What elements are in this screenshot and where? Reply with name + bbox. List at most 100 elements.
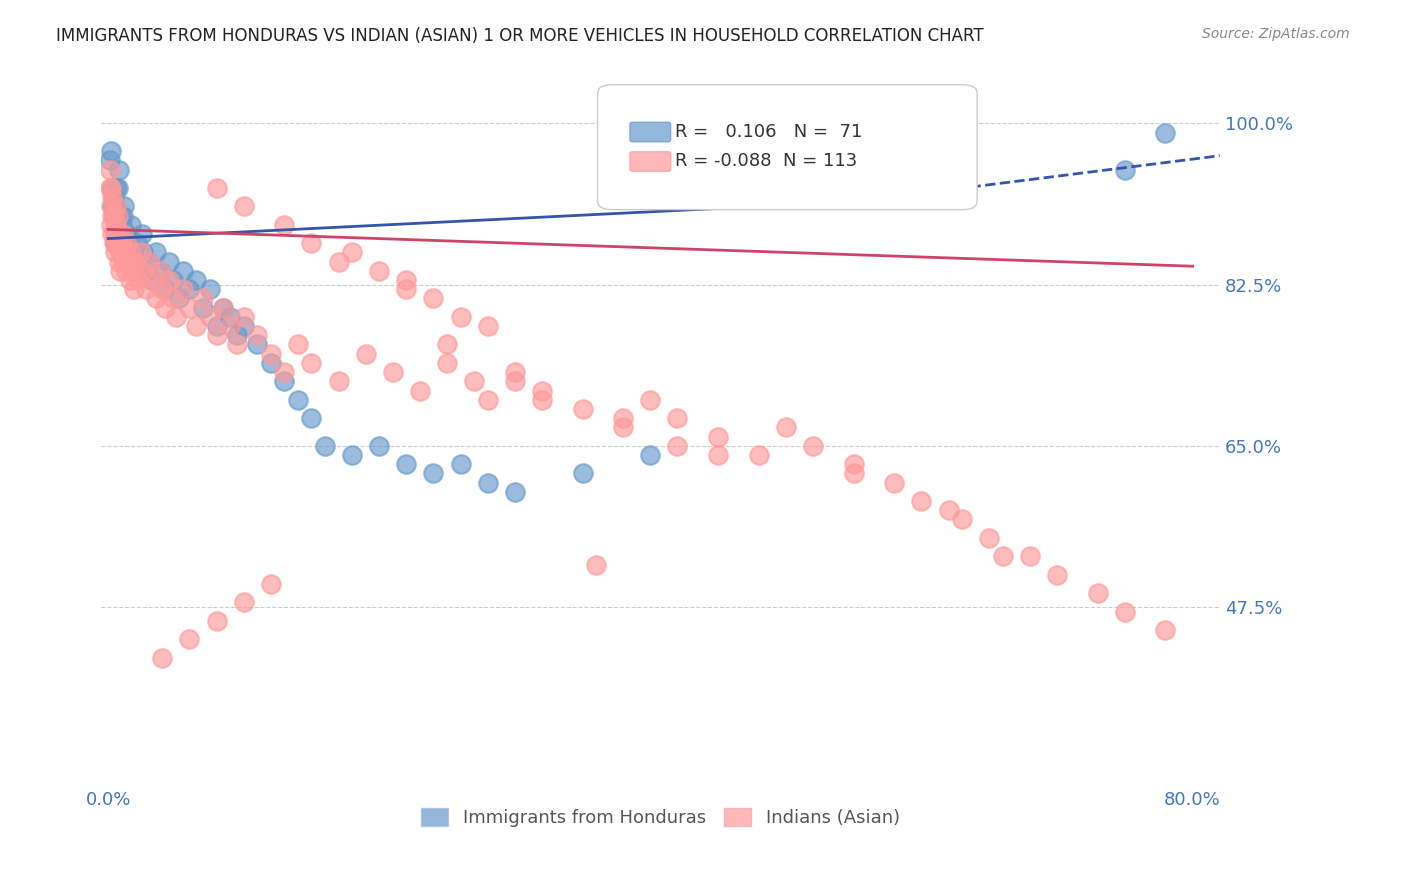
- Point: [111, 218, 134, 232]
- Point: [612, 420, 634, 434]
- Point: [115, 227, 138, 241]
- Point: [112, 227, 135, 241]
- Point: [98, 153, 121, 168]
- Point: [477, 319, 499, 334]
- Point: [98, 181, 121, 195]
- Point: [165, 310, 187, 324]
- Point: [450, 457, 472, 471]
- Point: [422, 292, 444, 306]
- Point: [104, 227, 127, 241]
- Point: [150, 282, 173, 296]
- Point: [105, 218, 128, 232]
- Point: [105, 181, 128, 195]
- Point: [118, 254, 141, 268]
- Point: [131, 227, 153, 241]
- Point: [104, 245, 127, 260]
- Point: [162, 292, 184, 306]
- Point: [301, 236, 323, 251]
- Point: [107, 209, 129, 223]
- Point: [950, 512, 973, 526]
- Point: [149, 264, 172, 278]
- Point: [748, 448, 770, 462]
- Point: [108, 227, 131, 241]
- Point: [114, 245, 136, 260]
- Point: [395, 282, 418, 296]
- Point: [436, 356, 458, 370]
- Point: [273, 374, 295, 388]
- Point: [149, 264, 172, 278]
- Point: [219, 310, 242, 324]
- Point: [138, 254, 160, 268]
- Point: [101, 199, 124, 213]
- Point: [232, 595, 254, 609]
- Point: [105, 199, 128, 213]
- Point: [114, 264, 136, 278]
- Point: [105, 218, 128, 232]
- Point: [104, 199, 127, 213]
- Point: [1114, 162, 1136, 177]
- Point: [883, 475, 905, 490]
- Point: [135, 282, 157, 296]
- Point: [273, 218, 295, 232]
- Point: [153, 282, 176, 296]
- Point: [226, 337, 249, 351]
- Point: [1046, 567, 1069, 582]
- Point: [100, 218, 122, 232]
- Point: [991, 549, 1014, 564]
- Point: [260, 347, 283, 361]
- Point: [1154, 126, 1177, 140]
- Point: [104, 236, 127, 251]
- Point: [707, 429, 730, 443]
- Point: [103, 236, 125, 251]
- Point: [157, 254, 180, 268]
- Point: [112, 199, 135, 213]
- Point: [612, 411, 634, 425]
- Point: [112, 227, 135, 241]
- Point: [198, 282, 221, 296]
- Point: [105, 199, 128, 213]
- Point: [108, 254, 131, 268]
- Point: [191, 301, 214, 315]
- Point: [112, 254, 135, 268]
- Point: [100, 199, 122, 213]
- Point: [340, 448, 363, 462]
- Point: [287, 337, 309, 351]
- Point: [503, 374, 526, 388]
- Point: [530, 392, 553, 407]
- Point: [115, 236, 138, 251]
- Point: [135, 264, 157, 278]
- Point: [328, 374, 350, 388]
- Point: [179, 301, 201, 315]
- Point: [100, 181, 122, 195]
- Point: [101, 181, 124, 195]
- Point: [640, 448, 662, 462]
- Point: [1087, 586, 1109, 600]
- Point: [107, 181, 129, 195]
- Point: [395, 457, 418, 471]
- Point: [503, 365, 526, 379]
- Point: [100, 144, 122, 158]
- Point: [172, 264, 194, 278]
- Point: [246, 328, 269, 343]
- Point: [571, 401, 593, 416]
- Point: [1154, 623, 1177, 637]
- Point: [132, 245, 155, 260]
- Point: [110, 245, 132, 260]
- Point: [145, 292, 167, 306]
- Point: [477, 475, 499, 490]
- Point: [938, 503, 960, 517]
- Point: [205, 319, 228, 334]
- Point: [260, 577, 283, 591]
- Legend: Immigrants from Honduras, Indians (Asian): Immigrants from Honduras, Indians (Asian…: [415, 800, 907, 834]
- Point: [150, 650, 173, 665]
- Point: [117, 254, 139, 268]
- Point: [477, 392, 499, 407]
- Point: [141, 273, 163, 287]
- Point: [132, 264, 155, 278]
- Point: [205, 614, 228, 628]
- Point: [111, 245, 134, 260]
- Point: [381, 365, 404, 379]
- Point: [273, 365, 295, 379]
- Point: [666, 439, 689, 453]
- Point: [707, 448, 730, 462]
